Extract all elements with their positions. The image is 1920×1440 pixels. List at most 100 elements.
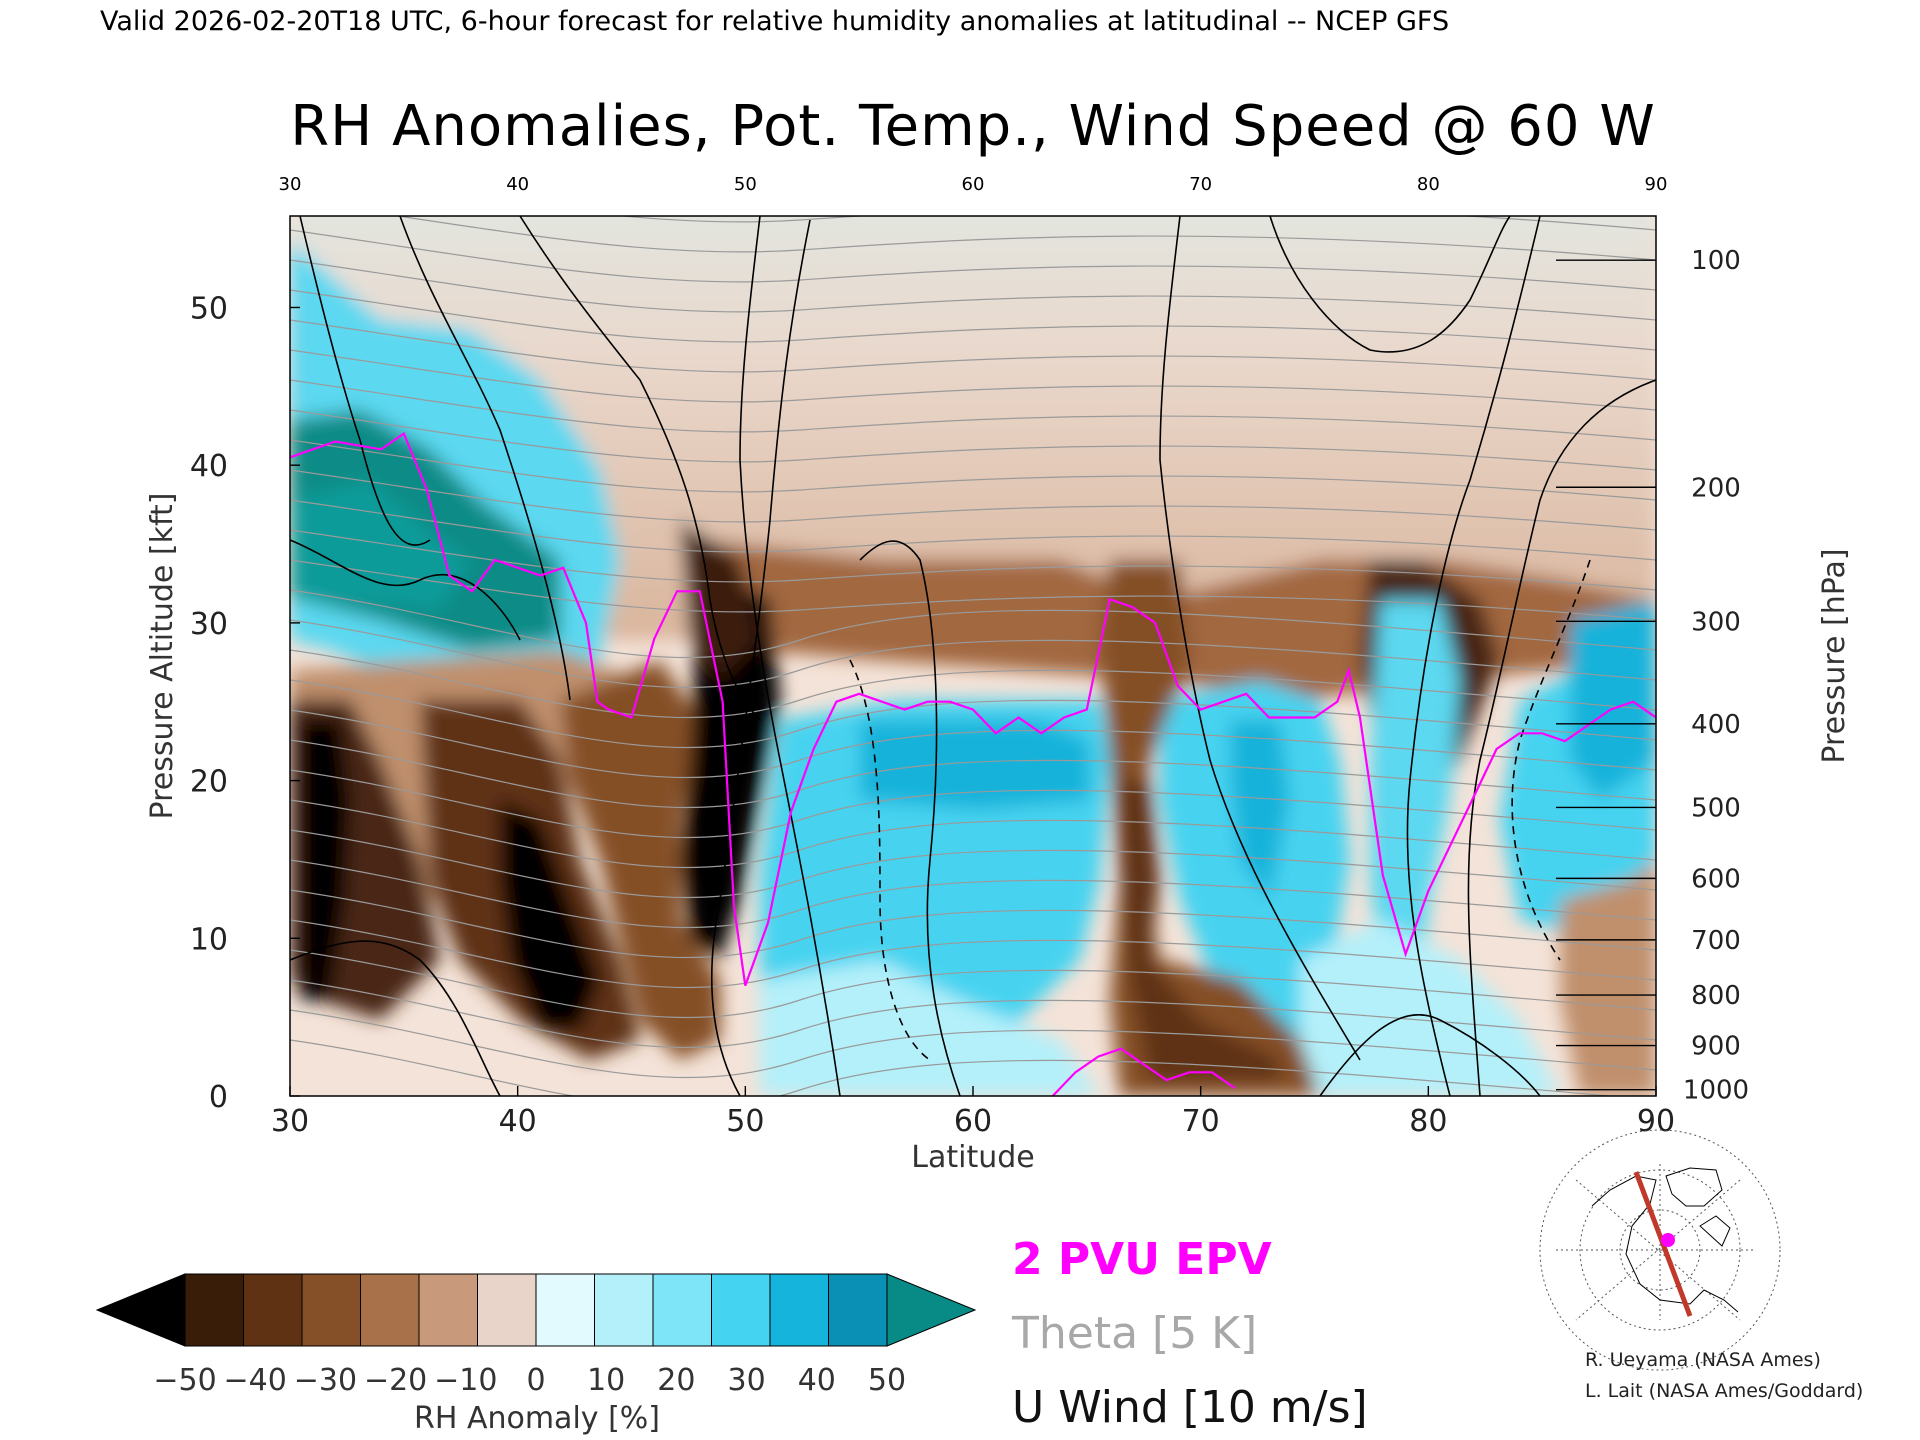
- x-top-tick-label: 80: [1417, 174, 1440, 195]
- colorbar-segment: [301, 1273, 361, 1347]
- x-tick-label: 30: [271, 1104, 309, 1139]
- x-top-tick-label: 50: [734, 174, 757, 195]
- x-tick-label: 40: [499, 1104, 537, 1139]
- theta-isentrope: [290, 829, 1656, 899]
- theta-isentrope: [290, 589, 1656, 659]
- x-tick-label: 50: [726, 1104, 764, 1139]
- theta-isentrope: [290, 1039, 1618, 1096]
- u-wind-contours: [290, 216, 1656, 1096]
- colorbar-segment: [828, 1273, 888, 1347]
- x-top-tick-label: 60: [962, 174, 985, 195]
- colorbar-segment: [418, 1273, 478, 1347]
- colorbar-segment: [243, 1273, 303, 1347]
- section-marker: [1661, 1233, 1675, 1247]
- x-axis-label: Latitude: [911, 1140, 1034, 1175]
- rh-colorbar: −50 −40 −30 −20 −10 0 10 20 30 40 50: [95, 1273, 977, 1398]
- x-top-tick-label: 70: [1189, 174, 1212, 195]
- theta-isentrope: [290, 919, 1656, 989]
- epv-2pvu-line: [290, 431, 1656, 986]
- valid-time-line: Valid 2026-02-20T18 UTC, 6-hour forecast…: [100, 6, 1449, 37]
- pressure-tick-label: 600: [1691, 864, 1741, 894]
- theta-isentrope: [290, 649, 1656, 719]
- pressure-tick-label: 200: [1691, 473, 1741, 503]
- colorbar-segment: [477, 1273, 537, 1347]
- colorbar-segment: [769, 1273, 829, 1347]
- legend-theta: Theta [5 K]: [1011, 1308, 1257, 1359]
- theta-isentrope: [290, 499, 1656, 561]
- x-top-tick-label: 90: [1645, 174, 1668, 195]
- x-tick-label: 80: [1409, 1104, 1447, 1139]
- theta-isentrope: [290, 859, 1656, 929]
- colorbar-tick-label: 20: [657, 1363, 695, 1398]
- plot-area: [290, 216, 1656, 1096]
- theta-isentrope: [290, 559, 1656, 621]
- legend-epv: 2 PVU EPV: [1012, 1234, 1272, 1285]
- theta-isentrope: [290, 949, 1656, 1019]
- y-axis-right: 100 200 300 400 500 600 700 800 900 1000: [1556, 246, 1749, 1106]
- colorbar-tick-label: 0: [526, 1363, 545, 1398]
- colorbar-tick-label: −50: [153, 1363, 216, 1398]
- y-tick-label: 30: [190, 607, 228, 642]
- credit-line-2: L. Lait (NASA Ames/Goddard): [1585, 1380, 1863, 1402]
- theta-isentrope: [290, 409, 1656, 471]
- colorbar-segment: [535, 1273, 595, 1347]
- x-tick-label: 70: [1182, 1104, 1220, 1139]
- colorbar-segment: [184, 1273, 244, 1347]
- theta-isentrope: [616, 216, 1656, 231]
- theta-isentrope: [290, 469, 1656, 531]
- colorbar-segment: [360, 1273, 420, 1347]
- x-top-tick-label: 40: [506, 174, 529, 195]
- theta-contours: [290, 216, 1656, 1096]
- theta-isentrope: [290, 619, 1656, 689]
- y-axis-right-label: Pressure [hPa]: [1817, 548, 1852, 763]
- pressure-tick-label: 800: [1691, 981, 1741, 1011]
- theta-isentrope: [290, 349, 1656, 411]
- theta-isentrope: [290, 709, 1656, 779]
- legend-u-wind: U Wind [10 m/s]: [1012, 1382, 1368, 1433]
- theta-isentrope: [290, 799, 1656, 869]
- pressure-tick-label: 400: [1691, 710, 1741, 740]
- theta-isentrope: [290, 889, 1656, 959]
- y-tick-label: 20: [190, 765, 228, 800]
- colorbar-low-arrow: [95, 1273, 186, 1347]
- pressure-tick-label: 700: [1691, 926, 1741, 956]
- pressure-tick-label: 100: [1691, 246, 1741, 276]
- colorbar-tick-label: 50: [868, 1363, 906, 1398]
- pressure-tick-label: 1000: [1683, 1076, 1749, 1106]
- y-axis-label: Pressure Altitude [kft]: [145, 493, 180, 820]
- colorbar-high-arrow: [886, 1273, 977, 1347]
- theta-isentrope: [290, 769, 1656, 839]
- theta-isentrope: [394, 216, 1656, 261]
- x-top-tick-label: 30: [279, 174, 302, 195]
- credit-line-1: R. Ueyama (NASA Ames): [1585, 1349, 1821, 1371]
- theta-isentrope: [290, 319, 1656, 381]
- pressure-tick-label: 300: [1691, 607, 1741, 637]
- pressure-tick-label: 500: [1691, 793, 1741, 823]
- theta-isentrope: [290, 379, 1656, 441]
- theta-isentrope: [290, 1009, 1656, 1079]
- colorbar-segment: [594, 1273, 654, 1347]
- rh-anomaly-field: [290, 216, 1656, 1096]
- colorbar-tick-label: 10: [587, 1363, 625, 1398]
- theta-isentrope: [290, 979, 1656, 1049]
- chart-title: RH Anomalies, Pot. Temp., Wind Speed @ 6…: [290, 94, 1655, 159]
- y-tick-label: 0: [209, 1080, 228, 1115]
- x-axis: 30 40 50 60 70 80 90: [271, 1086, 1675, 1139]
- colorbar-tick-label: −40: [224, 1363, 287, 1398]
- colorbar-tick-label: 30: [728, 1363, 766, 1398]
- pressure-tick-label: 900: [1691, 1032, 1741, 1062]
- y-axis-left: 0 10 20 30 40 50: [190, 291, 300, 1115]
- colorbar-segment: [652, 1273, 712, 1347]
- theta-isentrope: [290, 229, 1656, 291]
- x-axis-top: 30 40 50 60 70 80 90: [279, 174, 1668, 195]
- colorbar-tick-label: −30: [294, 1363, 357, 1398]
- locator-map: [1539, 1129, 1781, 1371]
- epv-2pvu-low-line: [1051, 1047, 1236, 1096]
- theta-isentrope: [290, 739, 1656, 809]
- colorbar-label: RH Anomaly [%]: [414, 1401, 660, 1436]
- colorbar-tick-label: −10: [434, 1363, 497, 1398]
- theta-isentrope: [290, 259, 1656, 321]
- x-tick-label: 60: [954, 1104, 992, 1139]
- x-tick-label: 90: [1637, 1104, 1675, 1139]
